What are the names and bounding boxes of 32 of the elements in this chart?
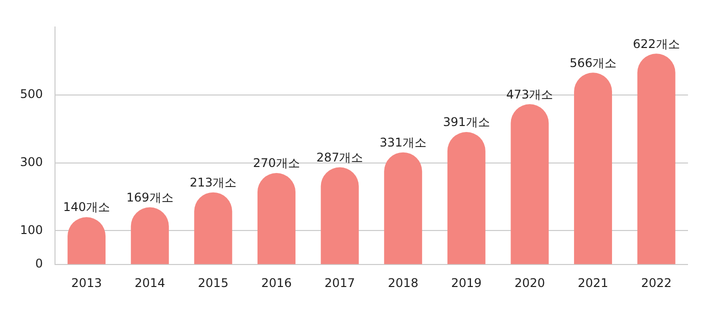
data-label: 287개소 [316, 150, 364, 164]
y-tick-label: 0 [35, 256, 43, 271]
data-label: 473개소 [506, 87, 554, 102]
data-label: 391개소 [442, 115, 490, 130]
data-label: 331개소 [380, 135, 427, 150]
bar [637, 54, 676, 264]
bar [384, 152, 422, 264]
y-tick-label: 300 [20, 154, 43, 169]
x-tick-label: 2013 [71, 276, 102, 290]
bar [257, 173, 296, 264]
x-tick-label: 2018 [388, 276, 418, 290]
y-tick-label: 100 [20, 222, 43, 237]
data-label: 213개소 [190, 175, 237, 190]
x-tick-label: 2019 [451, 276, 482, 290]
data-label: 169개소 [126, 190, 174, 204]
bar [447, 132, 486, 264]
x-tick-label: 2021 [578, 276, 608, 290]
data-label: 270개소 [253, 156, 300, 170]
bar [194, 192, 232, 264]
x-tick-label: 2014 [134, 276, 166, 290]
x-tick-label: 2017 [324, 276, 356, 290]
x-tick-label: 2020 [514, 276, 545, 290]
x-tick-label: 2016 [261, 276, 292, 290]
x-tick-label: 2022 [641, 276, 672, 290]
x-tick-label: 2015 [198, 276, 228, 290]
bar [320, 167, 359, 264]
data-label: 622개소 [632, 36, 680, 51]
data-label: 140개소 [63, 200, 110, 214]
data-label: 566개소 [570, 56, 616, 70]
y-tick-label: 500 [20, 87, 43, 102]
bar [574, 72, 612, 264]
bar [510, 104, 549, 264]
